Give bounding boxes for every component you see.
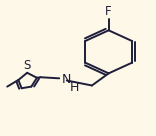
Text: N: N bbox=[62, 73, 72, 86]
Text: F: F bbox=[105, 5, 112, 18]
Text: S: S bbox=[23, 59, 31, 72]
Text: H: H bbox=[70, 81, 79, 94]
